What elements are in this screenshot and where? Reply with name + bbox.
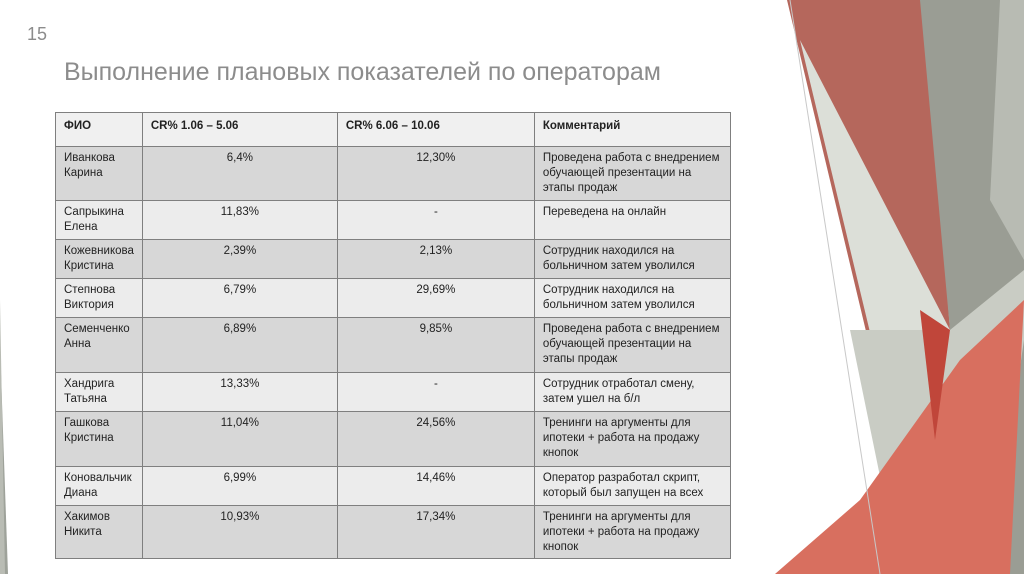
table-cell: 24,56% xyxy=(336,411,535,467)
table-cell: 2,13% xyxy=(336,239,535,279)
table-cell: Сапрыкина Елена xyxy=(55,200,143,240)
table-cell: Коновальчик Диана xyxy=(55,466,143,506)
table-cell: 6,89% xyxy=(141,317,338,373)
table-row: Семенченко Анна 6,89% 9,85% Проведена работ… xyxy=(55,317,731,373)
table-cell: Тренинги на аргументы для ипотеки + рабо… xyxy=(533,505,731,559)
table-cell: 6,79% xyxy=(141,278,338,318)
table-cell: 10,93% xyxy=(141,505,338,559)
table-cell: 6,99% xyxy=(141,466,338,506)
table-cell: 17,34% xyxy=(336,505,535,559)
table-row: Гашкова Кристина 11,04% 24,56% Тренинги на … xyxy=(55,411,731,467)
header-cell: CR% 6.06 – 10.06 xyxy=(336,112,535,147)
table-row: Хандрига Татьяна 13,33% - Сотрудник отработ… xyxy=(55,372,731,412)
table-cell: Хакимов Никита xyxy=(55,505,143,559)
table-row: Коновальчик Диана 6,99% 14,46% Оператор раз… xyxy=(55,466,731,506)
table-cell: - xyxy=(336,372,535,412)
table-cell: - xyxy=(336,200,535,240)
slide-number: 15 xyxy=(27,24,48,44)
table-cell: 11,04% xyxy=(141,411,338,467)
table-cell: Гашкова Кристина xyxy=(55,411,143,467)
table-cell: Семенченко Анна xyxy=(55,317,143,373)
table-cell: Тренинги на аргументы для ипотеки + рабо… xyxy=(533,411,731,467)
table-cell: Иванкова Карина xyxy=(55,146,143,201)
table-row: Степнова Виктория 6,79% 29,69% Сотрудник на… xyxy=(55,278,731,318)
table-cell: 13,33% xyxy=(141,372,338,412)
header-row: ФИО CR% 1.06 – 5.06 CR% 6.06 – 10.06 Коммен… xyxy=(55,112,731,147)
header-cell: CR% 1.06 – 5.06 xyxy=(141,112,338,147)
table-cell: 12,30% xyxy=(336,146,535,201)
slide-title: Выполнение плановых показателей по опера… xyxy=(64,58,661,86)
table-cell: 9,85% xyxy=(336,317,535,373)
table-cell: Хандрига Татьяна xyxy=(55,372,143,412)
table-cell: 6,4% xyxy=(141,146,338,201)
table-cell: Сотрудник находился на больничном затем … xyxy=(533,239,731,279)
table-row: Сапрыкина Елена 11,83% - Переведена на онла… xyxy=(55,200,731,240)
table-cell: 14,46% xyxy=(336,466,535,506)
table-cell: Сотрудник находился на больничном затем … xyxy=(533,278,731,318)
table-cell: Проведена работа с внедрением обучающей … xyxy=(533,317,731,373)
table-row: Иванкова Карина 6,4% 12,30% Проведена работ… xyxy=(55,146,731,201)
table-row: Хакимов Никита 10,93% 17,34% Тренинги на ар… xyxy=(55,505,731,559)
table-row: Кожевникова Кристина 2,39% 2,13% Сотрудник … xyxy=(55,239,731,279)
table-cell: Переведена на онлайн xyxy=(533,200,731,240)
table-cell: Кожевникова Кристина xyxy=(55,239,143,279)
table-cell: 2,39% xyxy=(141,239,338,279)
table-cell: 29,69% xyxy=(336,278,535,318)
table-cell: Проведена работа с внедрением обучающей … xyxy=(533,146,731,201)
table-cell: Степнова Виктория xyxy=(55,278,143,318)
table-cell: Оператор разработал скрипт, который был … xyxy=(533,466,731,506)
table-cell: 11,83% xyxy=(141,200,338,240)
table-cell: Сотрудник отработал смену, затем ушел на… xyxy=(533,372,731,412)
header-cell: Комментарий xyxy=(533,112,731,147)
data-table: ФИО CR% 1.06 – 5.06 CR% 6.06 – 10.06 Коммен… xyxy=(55,112,731,559)
header-cell: ФИО xyxy=(55,112,143,147)
